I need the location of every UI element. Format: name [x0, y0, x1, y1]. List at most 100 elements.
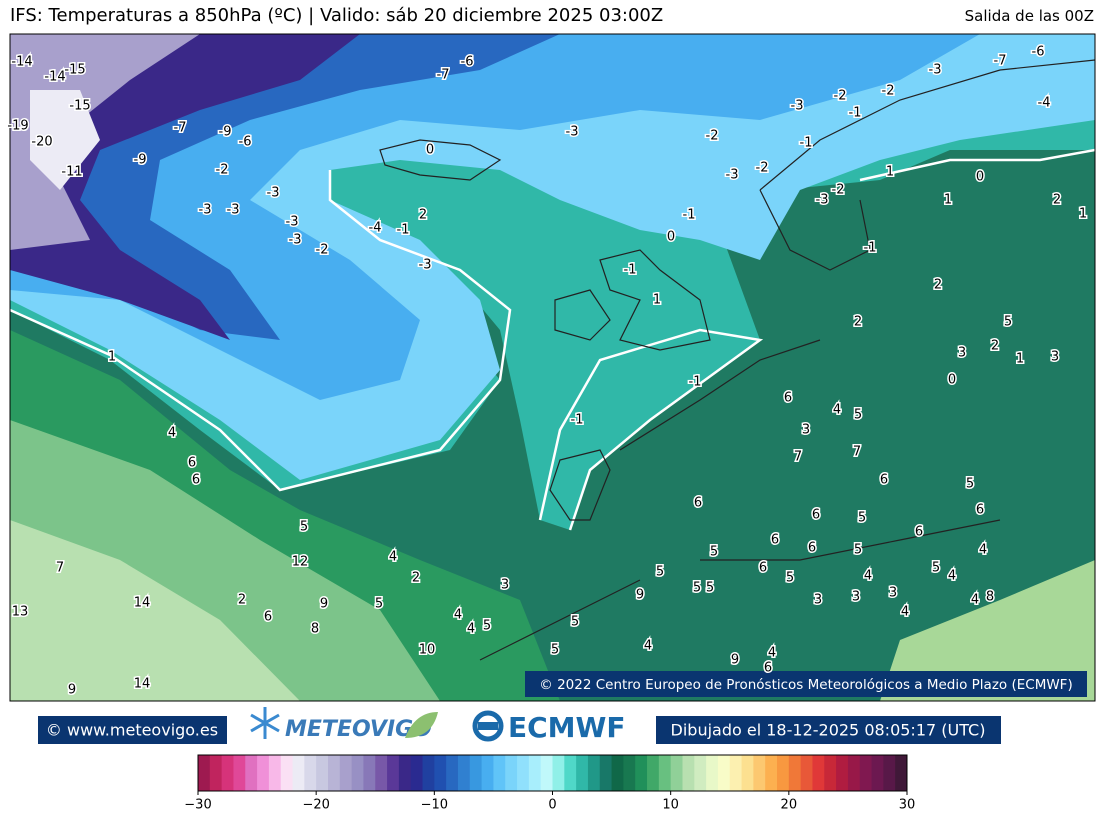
contour-label: -3 [791, 99, 804, 114]
contour-label: 5 [706, 581, 714, 596]
colorbar-swatch [268, 755, 282, 791]
contour-label: 6 [694, 496, 702, 511]
contour-label: 5 [932, 561, 940, 576]
contour-label: 2 [934, 278, 942, 293]
colorbar-swatch [895, 755, 908, 791]
contour-label: -14 [11, 55, 32, 70]
colorbar-swatch [517, 755, 530, 791]
contour-label: -15 [64, 63, 85, 78]
contour-label: 4 [467, 622, 475, 637]
contour-label: -6 [1032, 45, 1045, 60]
contour-label: 3 [852, 590, 860, 605]
contour-label: 6 [880, 473, 888, 488]
colorbar-swatch [836, 755, 849, 791]
contour-label: 6 [188, 456, 196, 471]
drawn-box [656, 716, 1001, 744]
colorbar-tick-label: −10 [421, 798, 448, 813]
contour-label: 2 [1053, 193, 1061, 208]
colorbar-swatch [410, 755, 424, 791]
colorbar-swatch [257, 755, 270, 791]
colorbar-swatch [741, 755, 754, 791]
colorbar-swatch [883, 755, 896, 791]
copyright: © 2022 Centro Europeo de Pronósticos Met… [539, 677, 1072, 693]
colorbar-swatch [824, 755, 837, 791]
contour-label: 3 [814, 593, 822, 608]
contour-labels: -14-14-15-15-19-20-11-7 -9-6-9-2-3 -3-3-3-… [6, 43, 1089, 699]
contour-label: 5 [483, 619, 491, 634]
contour-label: -1 [800, 136, 813, 151]
colorbar-tick-label: −30 [184, 798, 211, 813]
contour-label: -1 [864, 241, 877, 256]
colorbar-swatch [611, 755, 624, 791]
colorbar-swatch [847, 755, 861, 791]
contour-label: 6 [764, 661, 772, 676]
contour-label: 4 [168, 426, 176, 441]
contour-label: 6 [192, 473, 200, 488]
contour-label: 6 [771, 533, 779, 548]
contour-label: 1 [108, 350, 116, 365]
colorbar-swatch [327, 755, 341, 791]
contour-label: 3 [958, 346, 966, 361]
colorbar-swatch [800, 755, 813, 791]
contour-label: 5 [854, 408, 862, 423]
contour-label: -2 [316, 243, 329, 258]
colorbar-tick-label: 0 [548, 798, 556, 813]
contour-label: 1 [1079, 207, 1087, 222]
contour-label: 4 [948, 569, 956, 584]
colorbar: −30 −20 −10 0 10 20 30 [184, 754, 915, 813]
contour-label: 9 [636, 588, 644, 603]
contour-label: -3 [566, 125, 579, 140]
contour-label: 14 [134, 677, 151, 692]
colorbar-swatch [871, 755, 884, 791]
contour-label: -2 [706, 129, 719, 144]
contour-label: 2 [419, 208, 427, 223]
contour-label: -2 [834, 89, 847, 104]
colorbar-swatch [493, 755, 506, 791]
contour-label: 6 [759, 561, 767, 576]
colorbar-swatch [292, 755, 305, 791]
colorbar-swatch [422, 755, 435, 791]
colorbar-swatch [564, 755, 577, 791]
colorbar-swatch [457, 755, 471, 791]
contour-label: -3 [227, 203, 240, 218]
colorbar-swatch [528, 755, 542, 791]
contour-label: 5 [656, 565, 664, 580]
contour-label: 4 [644, 639, 652, 654]
contour-label: -9 [219, 125, 232, 140]
contour-label: -1 [689, 375, 702, 390]
contour-label: 6 [808, 541, 816, 556]
contour-label: 4 [864, 569, 872, 584]
contour-label: 5 [858, 511, 866, 526]
contour-label: 1 [1016, 352, 1024, 367]
contour-label: -4 [369, 221, 382, 236]
colorbar-swatch [304, 755, 317, 791]
contour-label: 5 [1004, 315, 1012, 330]
contour-label: 6 [915, 525, 923, 540]
copyright-box [525, 671, 1087, 697]
contour-label: 7 [56, 561, 64, 576]
contour-label: -3 [267, 186, 280, 201]
contour-label: 5 [571, 615, 579, 630]
contour-label: -9 [134, 153, 147, 168]
contour-label: -19 [7, 119, 28, 134]
contour-label: -3 [289, 233, 302, 248]
drawn-date: Dibujado el 18-12-2025 08:05:17 (UTC) [671, 721, 986, 740]
contour-label: 3 [1051, 350, 1059, 365]
colorbar-tick-label: −20 [302, 798, 329, 813]
contour-label: -1 [397, 223, 410, 238]
contour-label: -3 [286, 215, 299, 230]
colorbar-swatch [481, 755, 494, 791]
colorbar-swatch [635, 755, 648, 791]
contour-label: 9 [68, 683, 76, 698]
colorbar-swatch [221, 755, 234, 791]
colorbar-swatch [682, 755, 695, 791]
colorbar-swatch [599, 755, 613, 791]
colorbar-swatch [469, 755, 483, 791]
colorbar-swatch [434, 755, 447, 791]
colorbar-swatch [576, 755, 589, 791]
colorbar-swatch [706, 755, 719, 791]
contour-label: -1 [849, 106, 862, 121]
colorbar-swatch [398, 755, 412, 791]
